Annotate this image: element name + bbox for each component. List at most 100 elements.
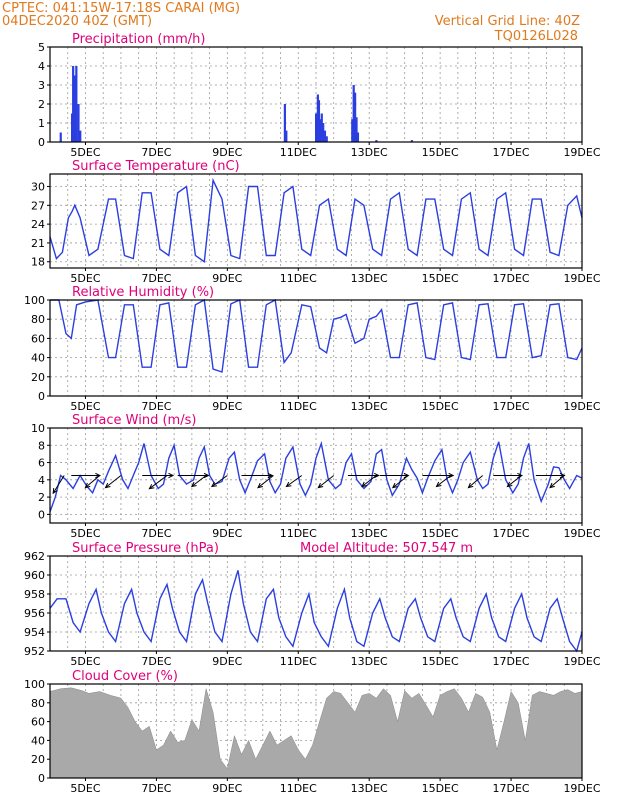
wind-vector-shaft: [191, 475, 207, 487]
wind-vector: [104, 475, 122, 489]
wind-vector: [190, 475, 207, 488]
wind-vector-shaft: [85, 475, 100, 488]
x-tick-label: 9DEC: [212, 655, 242, 668]
x-tick-label: 19DEC: [563, 272, 600, 285]
x-tick-label: 13DEC: [351, 655, 388, 668]
wind-vector-shaft: [392, 475, 409, 488]
wind-vector-shaft: [211, 475, 228, 487]
precip-bar: [325, 136, 328, 142]
precip-bar: [410, 140, 413, 142]
panel-title: Surface Wind (m/s): [72, 413, 196, 428]
panel-title: Cloud Cover (%): [72, 669, 178, 684]
wind-vector-head: [517, 472, 524, 479]
wind-vector: [506, 475, 523, 488]
header-vertical-grid: Vertical Grid Line: 40Z: [435, 14, 580, 29]
wind-vector: [285, 475, 303, 488]
precip-bar: [283, 104, 286, 142]
panels: 0 1 2 3 4 5 5DEC 7DEC 9DEC 11DEC 13DEC 15DEC 17DEC 19…: [24, 32, 601, 795]
wind-vector-head: [506, 481, 513, 488]
wind-vector-shaft: [52, 475, 65, 494]
wind-vector: [379, 472, 410, 479]
wind-vector: [422, 472, 455, 479]
precip-bar: [354, 92, 357, 142]
wind-vector: [148, 475, 168, 490]
cloud-area: [49, 687, 583, 779]
panel-wind: 0 2 4 6 8 10 5DEC 7DEC 9DEC 11DEC 13DEC 15DEC 17DEC 1…: [31, 413, 601, 540]
wind-vector-head: [435, 481, 442, 488]
x-tick-label: 5DEC: [70, 400, 100, 413]
y-tick-label: 956: [24, 607, 45, 620]
wind-vector: [210, 475, 228, 488]
wind-vector-shaft: [549, 475, 565, 488]
y-tick-label: 5: [38, 41, 45, 54]
x-tick-label: 13DEC: [351, 527, 388, 540]
wind-vector-head: [391, 482, 398, 489]
precip-bar: [285, 130, 288, 142]
wind-vector: [435, 475, 452, 488]
x-tick-label: 19DEC: [563, 655, 600, 668]
wind-vector-shaft: [149, 475, 168, 490]
y-tick-label: 4: [38, 60, 45, 73]
wind-vector: [347, 472, 380, 479]
x-tick-label: 13DEC: [351, 272, 388, 285]
panel-rh: 0 20 40 60 80 100 5DEC 7DEC 9DEC 11DEC 13DEC 15DEC 1…: [24, 285, 601, 413]
wind-vector-head: [52, 488, 58, 495]
wind-vector-head: [104, 482, 111, 489]
x-tick-label: 13DEC: [351, 400, 388, 413]
x-tick-label: 5DEC: [70, 782, 100, 795]
x-tick-label: 11DEC: [280, 272, 317, 285]
x-tick-label: 17DEC: [493, 527, 530, 540]
x-tick-label: 9DEC: [212, 146, 242, 159]
wind-vector: [71, 472, 102, 479]
wind-vector-head: [168, 472, 175, 479]
y-tick-label: 8: [38, 439, 45, 452]
wind-vector-head: [95, 472, 102, 479]
y-tick-label: 20: [31, 371, 45, 384]
y-tick-label: 100: [24, 294, 45, 307]
precip-bar: [355, 117, 358, 142]
x-tick-label: 17DEC: [493, 655, 530, 668]
header-location: CPTEC: 041:15W-17:18S CARAI (MG): [2, 1, 240, 16]
x-tick-label: 17DEC: [493, 146, 530, 159]
precip-bar: [59, 132, 62, 142]
wind-vector-head: [210, 481, 217, 488]
press-line: [49, 570, 583, 653]
wind-vector: [84, 475, 100, 489]
y-tick-label: 21: [31, 237, 45, 250]
x-tick-label: 7DEC: [141, 655, 171, 668]
precip-bar: [75, 66, 78, 142]
panel-title: Surface Temperature (nC): [72, 159, 240, 174]
wind-vector-head: [317, 482, 324, 489]
x-tick-label: 15DEC: [422, 146, 459, 159]
precip-bar: [77, 104, 80, 142]
precip-bar: [356, 132, 360, 142]
y-tick-label: 100: [24, 678, 45, 691]
wind-vector-head: [559, 472, 566, 479]
x-tick-label: 19DEC: [563, 527, 600, 540]
x-tick-label: 17DEC: [493, 400, 530, 413]
x-tick-label: 7DEC: [141, 527, 171, 540]
panel-frame: [49, 299, 583, 397]
panel-press: 952 954 956 958 960 962 5DEC 7DEC 9DEC 11DEC 13DEC…: [24, 541, 601, 668]
x-tick-label: 5DEC: [70, 655, 100, 668]
wind-line: [49, 440, 583, 513]
x-tick-label: 17DEC: [493, 782, 530, 795]
panel-title: Relative Humidity (%): [72, 285, 214, 300]
wind-vector-shaft: [105, 475, 122, 488]
x-tick-label: 7DEC: [141, 272, 171, 285]
y-tick-label: 18: [31, 256, 45, 269]
x-tick-label: 9DEC: [212, 527, 242, 540]
precip-bar: [315, 113, 318, 142]
panel-cloud: 0 20 40 60 80 100 5DEC 7DEC 9DEC 11DEC 13DEC 15DEC 1…: [24, 669, 601, 795]
x-tick-label: 9DEC: [212, 782, 242, 795]
y-tick-label: 6: [38, 457, 45, 470]
x-tick-label: 7DEC: [141, 400, 171, 413]
wind-vector-head: [148, 484, 155, 490]
precip-bar: [320, 113, 323, 142]
x-tick-label: 11DEC: [280, 782, 317, 795]
y-tick-label: 2: [38, 491, 45, 504]
precip-bar: [375, 140, 378, 142]
wind-vector-shaft: [468, 475, 484, 488]
temp-line: [49, 177, 583, 263]
